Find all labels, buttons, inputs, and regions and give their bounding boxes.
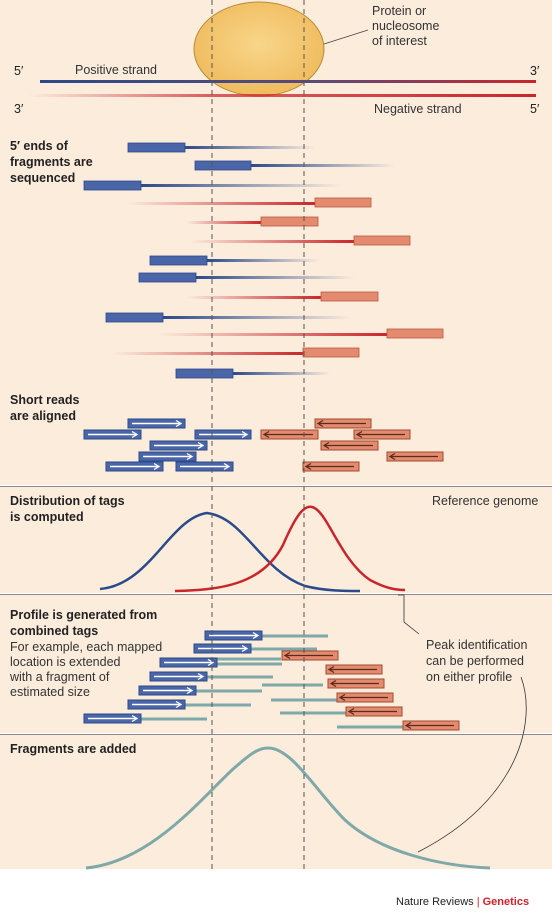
forward-read <box>83 713 142 724</box>
reverse-read <box>336 692 394 703</box>
distribution-label-line-2: is computed <box>10 510 84 524</box>
journal-credit: Nature Reviews | Genetics <box>396 896 529 908</box>
sequenced-fragments <box>83 142 444 379</box>
reverse-read <box>402 720 460 731</box>
protein-label-line-1: Protein or <box>372 4 427 18</box>
reverse-fragment <box>158 328 444 339</box>
forward-read <box>194 429 252 440</box>
forward-read <box>83 429 142 440</box>
forward-read <box>159 657 218 668</box>
positive-strand-5prime: 5′ <box>14 64 24 78</box>
forward-fragment <box>149 255 320 266</box>
positive-tag-distribution-curve <box>99 511 361 593</box>
separator <box>0 594 552 595</box>
reverse-fragment <box>190 235 411 246</box>
protein-label-line-3: of interest <box>372 34 427 48</box>
sequenced-label-line-1: 5′ ends of <box>10 139 68 153</box>
forward-fragment <box>105 312 351 323</box>
journal-section: Genetics <box>482 896 530 908</box>
reverse-read <box>314 418 372 429</box>
forward-fragment <box>127 142 315 153</box>
reverse-fragment <box>186 216 319 227</box>
peak-note-line-3: on either profile <box>426 670 513 684</box>
fragments-added-panel <box>0 735 552 869</box>
profile-title-line-2: combined tags <box>10 624 99 638</box>
forward-fragment <box>83 180 341 191</box>
forward-read <box>175 461 234 472</box>
peak-note-line-2: can be performed <box>426 654 524 668</box>
profile-title-line-1: Profile is generated from <box>10 608 158 622</box>
reverse-fragment <box>112 347 360 358</box>
profile-reverse-reads <box>281 650 460 731</box>
reverse-read <box>386 451 444 462</box>
forward-fragment <box>175 368 330 379</box>
reverse-read <box>325 664 383 675</box>
distribution-panel <box>0 487 552 593</box>
profile-desc-line-4: estimated size <box>10 685 90 699</box>
profile-desc-line-3: with a fragment of <box>10 670 110 684</box>
forward-fragment <box>194 160 395 171</box>
protein-leader-line <box>323 29 369 45</box>
reverse-fragment <box>127 197 372 208</box>
forward-read <box>127 699 186 710</box>
protein-label-line-2: nucleosome <box>372 19 440 33</box>
forward-read <box>138 451 197 462</box>
negative-tag-distribution-curve <box>174 505 406 593</box>
negative-strand-line <box>28 94 536 97</box>
journal-name: Nature Reviews <box>396 896 474 908</box>
forward-read <box>193 643 252 654</box>
sequenced-label-line-2: fragments are <box>10 155 93 169</box>
reverse-read <box>281 650 339 661</box>
aligned-label-line-2: are aligned <box>10 409 76 423</box>
reverse-read <box>260 429 319 440</box>
positive-strand-3prime: 3′ <box>530 64 540 78</box>
forward-read <box>149 440 208 451</box>
reverse-read <box>320 440 379 451</box>
credit-separator: | <box>476 896 480 908</box>
profile-desc-line-2: location is extended <box>10 655 121 669</box>
peak-leader-line <box>417 676 527 853</box>
forward-read <box>149 671 208 682</box>
profile-forward-reads <box>83 630 263 724</box>
reverse-read <box>345 706 403 717</box>
reference-genome-label: Reference genome <box>432 494 539 508</box>
reverse-read <box>302 461 360 472</box>
negative-strand-label: Negative strand <box>374 102 462 116</box>
negative-strand-5prime: 5′ <box>530 102 540 116</box>
positive-strand-line <box>40 80 536 83</box>
distribution-label-line-1: Distribution of tags <box>10 494 125 508</box>
profile-desc-line-1: For example, each mapped <box>10 640 163 654</box>
aligned-reads <box>83 418 444 472</box>
reverse-read <box>353 429 411 440</box>
peak-note-line-1: Peak identification <box>426 638 528 652</box>
fragments-added-label: Fragments are added <box>10 742 137 756</box>
forward-read <box>204 630 263 641</box>
aligned-label-line-1: Short reads <box>10 393 80 407</box>
negative-strand-3prime: 3′ <box>14 102 24 116</box>
reverse-read <box>327 678 385 689</box>
separator <box>0 734 552 735</box>
positive-strand-label: Positive strand <box>75 63 157 77</box>
combined-profile-curve <box>85 746 491 870</box>
reverse-fragment <box>186 291 379 302</box>
forward-read <box>127 418 186 429</box>
forward-fragment <box>138 272 354 283</box>
separator <box>0 486 552 487</box>
fragment-extensions <box>141 634 403 729</box>
forward-read <box>105 461 164 472</box>
peak-leader-line <box>398 594 420 635</box>
sequenced-label-line-3: sequenced <box>10 171 76 185</box>
forward-read <box>138 685 197 696</box>
